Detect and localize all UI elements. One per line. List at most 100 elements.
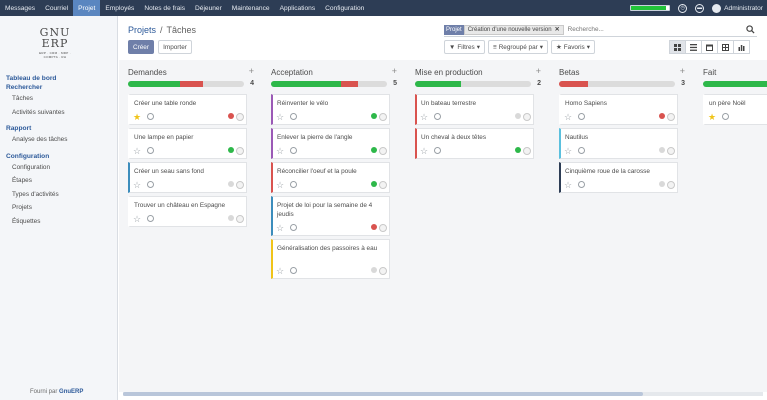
star-icon[interactable]: ☆ <box>276 112 285 122</box>
star-filled-icon[interactable]: ★ <box>708 112 717 122</box>
pivot-view-button[interactable] <box>717 40 734 54</box>
sidebar-section-header[interactable]: Tableau de bord <box>6 75 57 82</box>
column-title[interactable]: Acceptation <box>271 68 313 77</box>
column-title[interactable]: Mise en production <box>415 68 483 77</box>
sidebar-item[interactable]: Étiquettes <box>12 217 41 225</box>
calendar-view-button[interactable] <box>701 40 718 54</box>
clock-icon[interactable] <box>147 215 154 222</box>
clock-icon[interactable] <box>578 181 585 188</box>
add-card-icon[interactable]: + <box>679 66 685 76</box>
clock-icon[interactable] <box>578 147 585 154</box>
top-menu-item[interactable]: Employés <box>105 4 135 12</box>
sidebar-item[interactable]: Tâches <box>12 95 33 102</box>
sidebar-item[interactable]: Projets <box>12 204 32 211</box>
star-icon[interactable]: ☆ <box>564 146 573 156</box>
kanban-card[interactable]: Projet de loi pour la semaine de 4 jeudi… <box>271 196 390 236</box>
kanban-card[interactable]: Nautilus ☆ <box>559 128 678 159</box>
top-menu-item[interactable]: Maintenance <box>231 4 270 12</box>
search-input[interactable] <box>563 26 757 33</box>
status-dot[interactable] <box>515 113 521 119</box>
list-view-button[interactable] <box>685 40 702 54</box>
kanban-card[interactable]: Généralisation des passoires à eau ☆ <box>271 239 390 279</box>
top-menu-item[interactable]: Notes de frais <box>144 4 186 12</box>
clock-icon[interactable]: ◷ <box>678 3 688 13</box>
clock-icon[interactable] <box>722 113 729 120</box>
star-icon[interactable]: ☆ <box>420 112 429 122</box>
chat-icon[interactable]: ▬ <box>695 3 705 13</box>
user-menu[interactable]: Administrator <box>712 3 763 13</box>
clock-icon[interactable] <box>434 147 441 154</box>
star-filled-icon[interactable]: ★ <box>133 112 142 122</box>
column-title[interactable]: Betas <box>559 68 580 77</box>
kanban-card[interactable]: Créer un seau sans fond ☆ <box>128 162 247 193</box>
kanban-card[interactable]: Enlever la pierre de l'angle ☆ <box>271 128 390 159</box>
clock-icon[interactable] <box>290 113 297 120</box>
clock-icon[interactable] <box>434 113 441 120</box>
add-card-icon[interactable]: + <box>248 66 254 76</box>
star-icon[interactable]: ☆ <box>276 180 285 190</box>
status-dot[interactable] <box>515 147 521 153</box>
star-icon[interactable]: ☆ <box>564 112 573 122</box>
star-icon[interactable]: ☆ <box>276 223 285 233</box>
status-dot[interactable] <box>659 113 665 119</box>
clock-icon[interactable] <box>147 181 154 188</box>
status-dot[interactable] <box>371 147 377 153</box>
clock-icon[interactable] <box>290 181 297 188</box>
kanban-card[interactable]: Un bateau terrestre ☆ <box>415 94 534 125</box>
sidebar-item[interactable]: Étapes <box>12 177 32 184</box>
kanban-card[interactable]: un père Noël ★ <box>703 94 767 125</box>
kanban-card[interactable]: Réinventer le vélo ☆ <box>271 94 390 125</box>
graph-view-button[interactable] <box>733 40 750 54</box>
star-icon[interactable]: ☆ <box>133 214 142 224</box>
top-menu-item[interactable]: Projet <box>73 0 101 16</box>
scrollbar-thumb[interactable] <box>123 392 643 396</box>
sidebar-item[interactable]: Activités suivantes <box>12 108 65 116</box>
top-menu-item[interactable]: Courriel <box>45 4 69 12</box>
kanban-card[interactable]: Cinquième roue de la carosse ☆ <box>559 162 678 193</box>
clock-icon[interactable] <box>290 147 297 154</box>
status-dot[interactable] <box>371 267 377 273</box>
kanban-card[interactable]: Homo Sapiens ☆ <box>559 94 678 125</box>
sidebar-section-header[interactable]: Configuration <box>6 152 50 160</box>
status-dot[interactable] <box>371 181 377 187</box>
status-dot[interactable] <box>659 181 665 187</box>
top-menu-item[interactable]: Messages <box>5 4 36 12</box>
kanban-card[interactable]: Une lampe en papier ☆ <box>128 128 247 159</box>
star-icon[interactable]: ☆ <box>276 146 285 156</box>
search-icon[interactable] <box>746 25 755 34</box>
import-button[interactable]: Importer <box>158 40 192 54</box>
sidebar-section-header[interactable]: Rapport <box>6 125 32 132</box>
kanban-card[interactable]: Un cheval à deux têtes ☆ <box>415 128 534 159</box>
sidebar-section-header[interactable]: Rechercher <box>6 84 43 91</box>
status-dot[interactable] <box>228 147 234 153</box>
star-icon[interactable]: ☆ <box>133 146 142 156</box>
breadcrumb-parent[interactable]: Projets <box>128 25 157 35</box>
clock-icon[interactable] <box>290 224 297 231</box>
sidebar-item[interactable]: Configuration <box>12 163 51 171</box>
clock-icon[interactable] <box>578 113 585 120</box>
clock-icon[interactable] <box>147 113 154 120</box>
star-icon[interactable]: ☆ <box>133 180 142 190</box>
column-title[interactable]: Demandes <box>128 68 167 77</box>
star-icon[interactable]: ☆ <box>420 146 429 156</box>
kanban-card[interactable]: Créer une table ronde ★ <box>128 94 247 125</box>
add-card-icon[interactable]: + <box>391 66 397 76</box>
top-menu-item[interactable]: Configuration <box>325 4 365 12</box>
star-icon[interactable]: ☆ <box>564 180 573 190</box>
top-menu-item[interactable]: Applications <box>279 4 316 12</box>
status-dot[interactable] <box>371 113 377 119</box>
kanban-card[interactable]: Trouver un château en Espagne ☆ <box>128 196 247 227</box>
favorites-button[interactable]: ★ Favoris ▾ <box>551 40 595 54</box>
clock-icon[interactable] <box>290 267 297 274</box>
star-icon[interactable]: ☆ <box>276 266 285 276</box>
top-menu-item[interactable]: Déjeuner <box>195 4 222 12</box>
status-dot[interactable] <box>228 181 234 187</box>
status-dot[interactable] <box>228 215 234 221</box>
status-dot[interactable] <box>371 224 377 230</box>
status-dot[interactable] <box>228 113 234 119</box>
clock-icon[interactable] <box>147 147 154 154</box>
remove-facet-icon[interactable]: ✕ <box>554 26 560 33</box>
groupby-button[interactable]: ≡ Regroupé par ▾ <box>487 40 548 54</box>
column-title[interactable]: Fait <box>703 68 717 77</box>
filters-button[interactable]: ▼ Filtres ▾ <box>444 40 485 54</box>
